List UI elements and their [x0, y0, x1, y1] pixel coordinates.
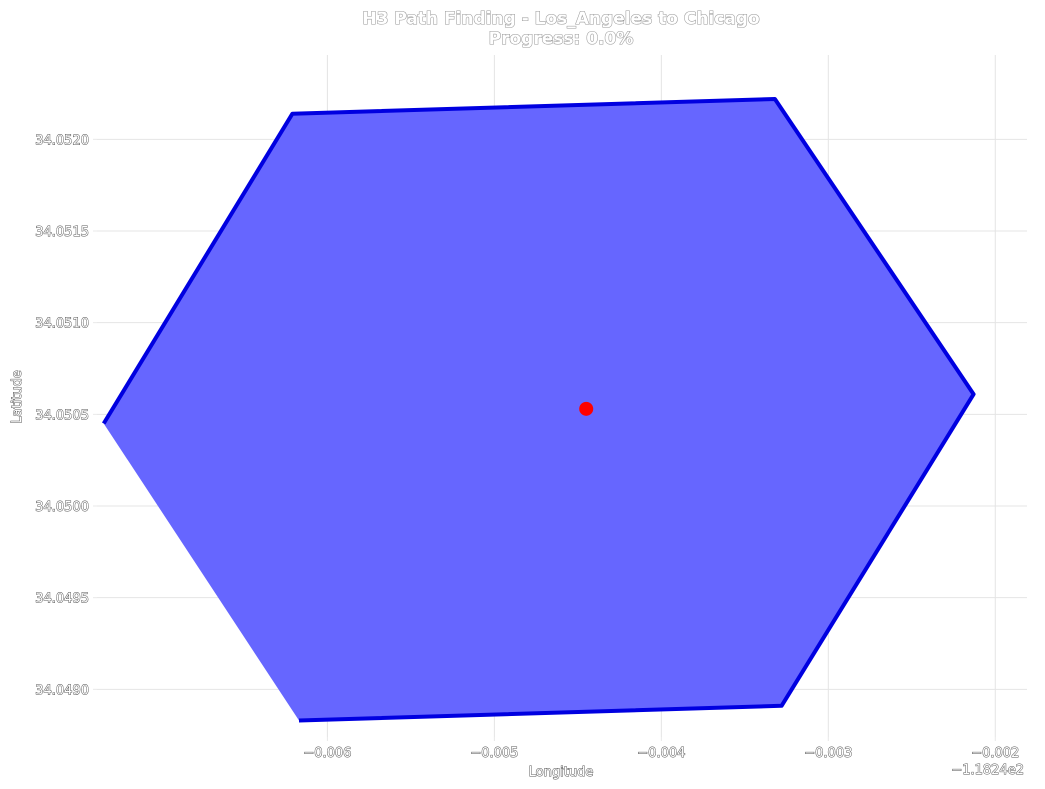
x-tick-label: −0.004	[637, 746, 685, 761]
plot-area	[101, 97, 976, 723]
x-tick-label: −0.006	[303, 746, 351, 761]
y-tick-label: 34.0510	[35, 317, 89, 332]
current-position-point	[579, 401, 594, 416]
y-tick-label: 34.0495	[35, 592, 89, 607]
x-tick-label: −0.002	[971, 746, 1019, 761]
axes: −0.006 −0.005 −0.004 −0.003 −0.002 34.0490 34.…	[35, 133, 1020, 762]
x-axis-offset-label: −1.1824e2	[951, 763, 1024, 778]
x-tick-label: −0.003	[804, 746, 852, 761]
y-tick-label: 34.0515	[35, 225, 89, 240]
chart-subtitle: Progress: 0.0%	[489, 29, 634, 49]
x-axis-label: Longitude	[529, 765, 594, 780]
x-tick-label: −0.005	[470, 746, 518, 761]
h3-hexagon-cell	[103, 99, 974, 721]
y-tick-label: 34.0500	[35, 500, 89, 515]
h3-hexagon-outline	[101, 97, 976, 723]
y-tick-label: 34.0505	[35, 408, 89, 423]
y-tick-label: 34.0520	[35, 133, 89, 148]
chart-title: H3 Path Finding - Los_Angeles to Chicago	[362, 9, 759, 29]
y-tick-label: 34.0490	[35, 683, 89, 698]
y-axis-label: Latitude	[10, 370, 25, 424]
